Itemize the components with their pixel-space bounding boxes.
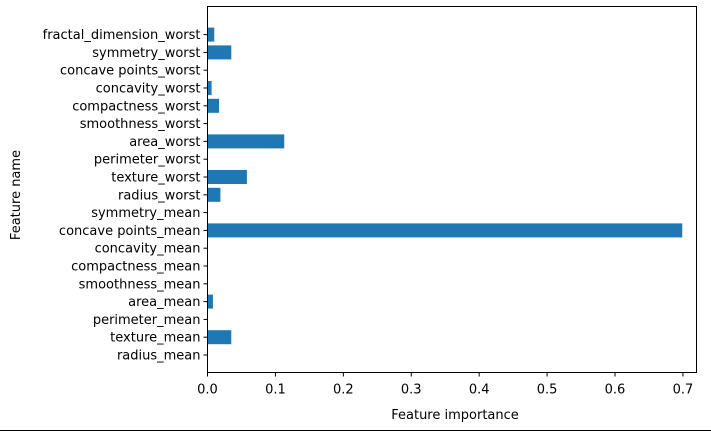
y-tick-label: area_worst (129, 135, 200, 150)
y-tick-label: symmetry_worst (92, 46, 200, 61)
x-tick-label: 0.5 (537, 383, 558, 398)
x-tick-label: 0.1 (265, 383, 286, 398)
bar-symmetry_worst (207, 45, 232, 60)
y-axis-label: Feature name (9, 150, 24, 240)
y-tick-label: smoothness_mean (79, 277, 201, 292)
bar-concavity_worst (207, 81, 212, 95)
bar-texture_mean (207, 330, 232, 345)
bar-radius_worst (207, 187, 221, 202)
y-tick-label: fractal_dimension_worst (43, 28, 201, 43)
bar-concave-points_mean (207, 223, 683, 238)
y-tick-label: area_mean (128, 295, 200, 310)
bar-area_worst (207, 134, 285, 149)
y-tick-label: concave points_worst (60, 64, 201, 79)
bottom-divider (0, 430, 711, 431)
y-tick-label: perimeter_mean (93, 313, 201, 328)
y-tick-label: concave points_mean (59, 224, 201, 239)
y-ticks-layer: radius_mean texture_mean perimeter_mean are… (43, 28, 208, 364)
y-tick-label: symmetry_mean (91, 206, 200, 221)
bars-layer (207, 27, 683, 345)
x-tick-label: 0.3 (401, 383, 422, 398)
y-tick-label: compactness_worst (72, 99, 200, 114)
x-tick-label: 0.2 (333, 383, 354, 398)
y-tick-label: texture_worst (111, 171, 200, 186)
bar-area_mean (207, 294, 213, 309)
y-tick-label: radius_mean (117, 349, 201, 364)
plot-frame (207, 6, 697, 373)
y-tick-label: compactness_mean (71, 260, 200, 275)
bar-texture_worst (207, 170, 247, 184)
y-tick-label: texture_mean (110, 331, 200, 346)
y-tick-label: radius_worst (118, 188, 201, 203)
x-tick-label: 0.6 (605, 383, 626, 398)
y-tick-label: smoothness_worst (80, 117, 201, 132)
y-tick-label: concavity_mean (95, 242, 201, 257)
y-tick-label: perimeter_worst (94, 153, 201, 168)
bar-compactness_worst (207, 98, 220, 113)
x-tick-label: 0.7 (673, 383, 694, 398)
x-tick-label: 0.0 (197, 383, 218, 398)
y-tick-label: concavity_worst (96, 82, 201, 97)
x-tick-label: 0.4 (469, 383, 490, 398)
x-ticks-layer: 0.0 0.1 0.2 0.3 0.4 0.5 0.6 0.7 (197, 372, 694, 398)
bar-fractal_dimension_worst (207, 27, 215, 42)
x-axis-label: Feature importance (391, 408, 519, 423)
